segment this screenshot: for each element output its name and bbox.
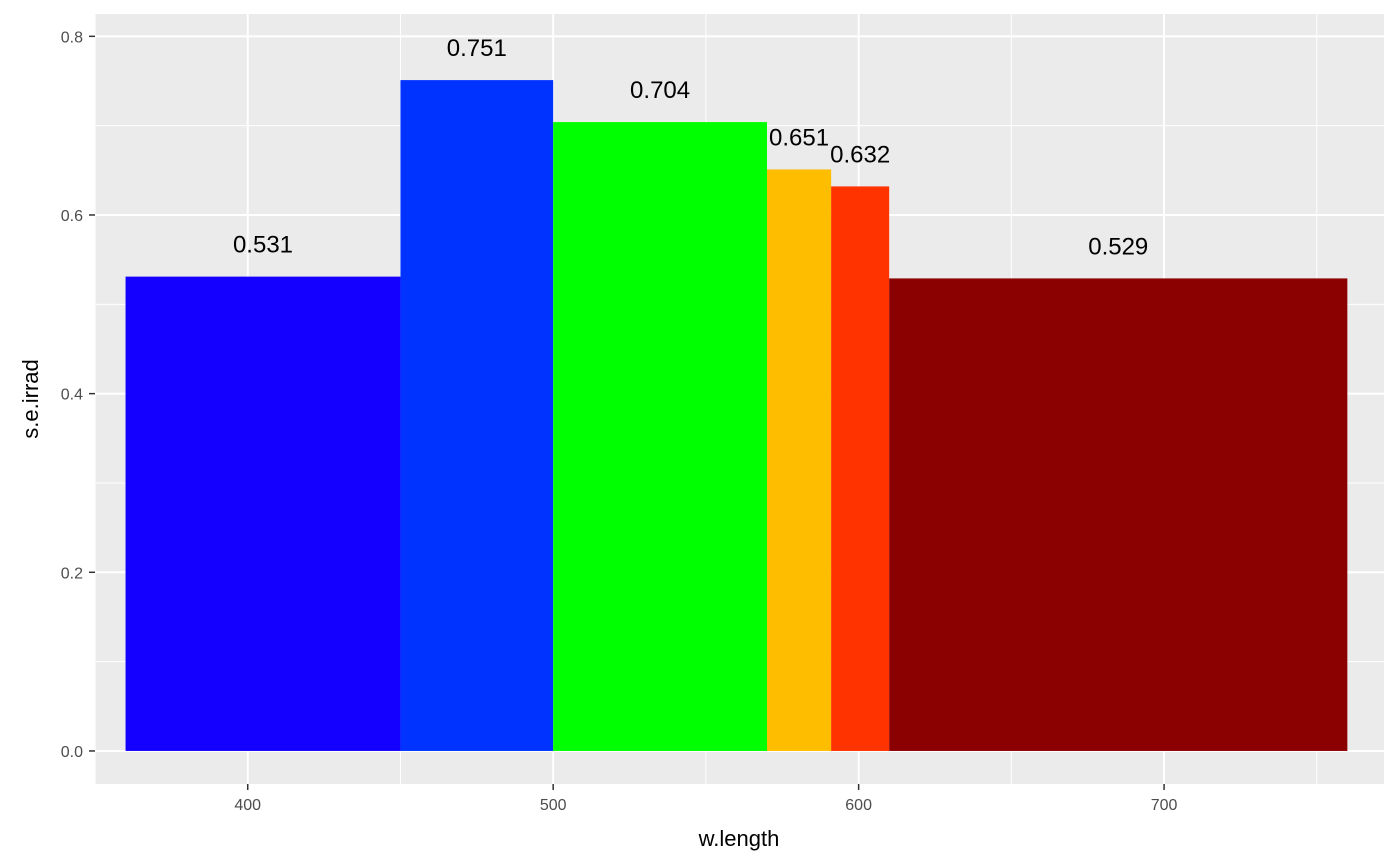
- y-tick-label: 0.2: [61, 565, 83, 582]
- axis-ticks: [89, 35, 1165, 790]
- x-tick-labels: 400 500 600 700: [234, 797, 1177, 814]
- x-tick-label: 600: [845, 797, 872, 814]
- y-tick-label: 0.4: [61, 387, 83, 404]
- x-tick-label: 500: [540, 797, 567, 814]
- bar-value-label: 0.651: [769, 124, 829, 151]
- bar-570-591: [766, 169, 832, 751]
- y-tick-label: 0.6: [61, 208, 83, 225]
- y-tick-label: 0.8: [61, 29, 83, 46]
- bar-500-570: [553, 122, 767, 751]
- bar-450-500: [400, 80, 554, 751]
- y-axis-title: s.e.irrad: [18, 359, 43, 438]
- x-tick-label: 700: [1151, 797, 1178, 814]
- bar-value-label: 0.529: [1088, 233, 1148, 260]
- bar-value-label: 0.751: [447, 35, 507, 62]
- bar-value-label: 0.632: [830, 141, 890, 168]
- y-tick-labels: 0.0 0.2 0.4 0.6 0.8: [61, 29, 83, 761]
- bar-591-610: [831, 186, 890, 751]
- bar-value-label: 0.531: [233, 232, 293, 259]
- bar-610-760: [889, 278, 1348, 751]
- y-tick-label: 0.0: [61, 744, 83, 761]
- bars-group: [125, 80, 1348, 751]
- x-tick-label: 400: [234, 797, 261, 814]
- x-axis-title: w.length: [698, 826, 780, 851]
- bar-value-label: 0.704: [630, 77, 690, 104]
- bar-360-450: [125, 276, 401, 751]
